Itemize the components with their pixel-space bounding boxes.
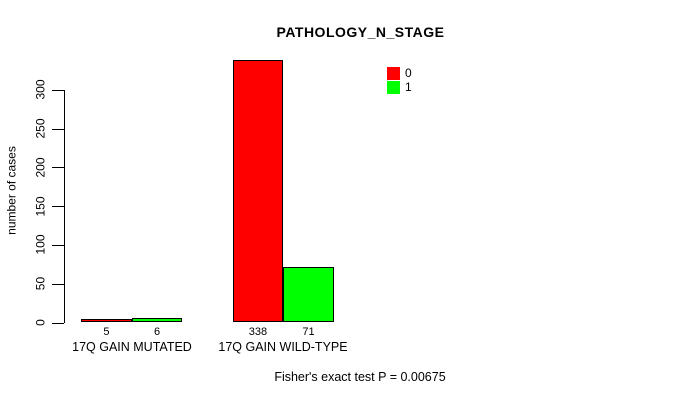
y-axis-tick-label: 200 xyxy=(33,157,48,178)
y-axis-tick xyxy=(52,244,64,246)
y-axis-tick xyxy=(52,283,64,285)
legend-label: 1 xyxy=(405,79,412,94)
y-axis-tick-label: 300 xyxy=(33,79,48,100)
legend-item: 1 xyxy=(387,80,412,94)
bar-value-label: 6 xyxy=(153,326,161,338)
y-axis-tick xyxy=(52,167,64,169)
y-axis-tick xyxy=(52,206,64,208)
bar-value-label: 338 xyxy=(248,326,268,338)
x-category-label: 17Q GAIN MUTATED xyxy=(72,340,192,354)
y-axis-line xyxy=(64,89,65,324)
y-axis-tick xyxy=(52,128,64,130)
y-axis-tick-label: 50 xyxy=(33,277,48,291)
x-category-label: 17Q GAIN WILD-TYPE xyxy=(218,340,348,354)
bar-17q-gain-mutated-series-0 xyxy=(81,318,132,323)
bar-value-label: 71 xyxy=(302,326,315,338)
bar-17q-gain-wild-type-series-1 xyxy=(283,267,334,323)
y-axis-label: number of cases xyxy=(4,146,19,235)
y-axis-tick xyxy=(52,89,64,91)
legend: 0 1 xyxy=(387,66,412,94)
y-axis-tick-label: 150 xyxy=(33,196,48,217)
y-axis-tick-label: 100 xyxy=(33,234,48,255)
legend-swatch-green xyxy=(387,80,400,94)
y-axis-tick-label: 250 xyxy=(33,118,48,139)
annotation-text: Fisher's exact test P = 0.00675 xyxy=(274,370,446,384)
chart-title: PATHOLOGY_N_STAGE xyxy=(276,24,445,40)
bar-17q-gain-mutated-series-1 xyxy=(131,317,183,323)
legend-label: 0 xyxy=(405,65,412,80)
bar-17q-gain-wild-type-series-0 xyxy=(232,60,284,323)
y-axis-tick-label: 0 xyxy=(33,319,48,326)
legend-item: 0 xyxy=(387,66,412,80)
y-axis-tick xyxy=(52,322,64,324)
bar-value-label: 5 xyxy=(103,326,110,338)
legend-swatch-red xyxy=(387,66,400,80)
